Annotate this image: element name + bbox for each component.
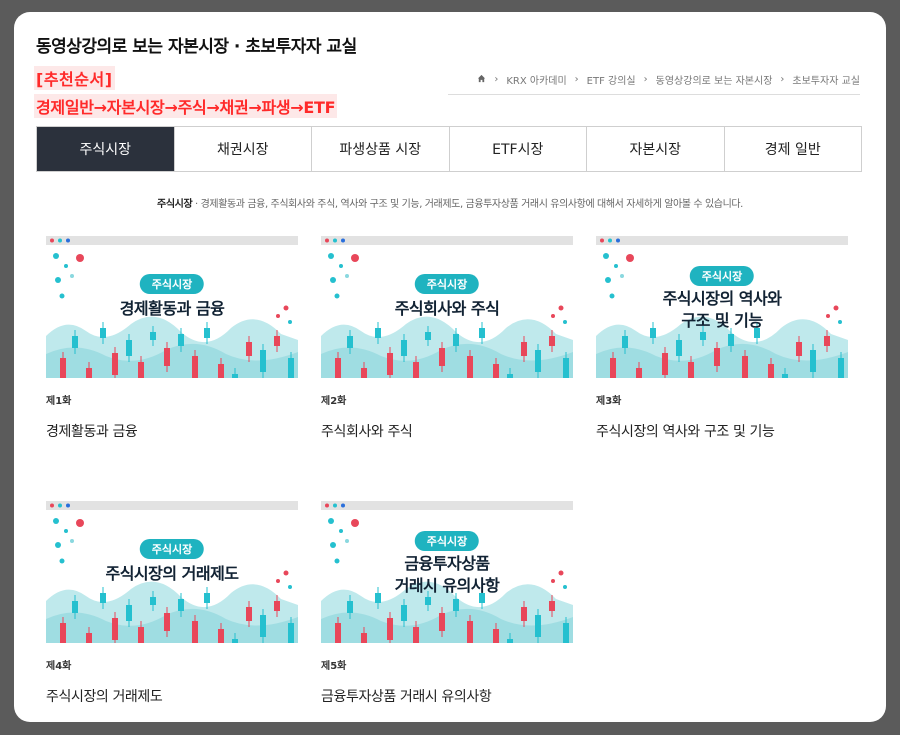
chevron-right-icon: › <box>494 74 499 85</box>
breadcrumb-item[interactable]: 동영상강의로 보는 자본시장 <box>655 76 773 87</box>
tab-capital-market[interactable]: 자본시장 <box>586 127 724 171</box>
thumbnail-title: 주식시장의 거래제도 <box>46 563 298 585</box>
thumbnail-title-line: 구조 및 기능 <box>681 311 763 330</box>
description-label: 주식시장 <box>157 199 193 210</box>
thumbnail-title: 경제활동과 금융 <box>46 298 298 320</box>
video-card[interactable]: 주식시장 주식시장의 역사와 구조 및 기능 제3화 주식시장의 역사와 구조 및 기능 <box>596 236 848 441</box>
video-title[interactable]: 주식회사와 주식 <box>321 424 413 440</box>
video-title[interactable]: 주식시장의 거래제도 <box>46 689 163 705</box>
video-card[interactable]: 주식시장 주식시장의 거래제도 제4화 주식시장의 거래제도 <box>46 501 298 706</box>
video-title[interactable]: 경제활동과 금융 <box>46 424 138 440</box>
thumbnail-title-line: 금융투자상품 <box>404 554 490 573</box>
tab-bond-market[interactable]: 채권시장 <box>173 127 312 171</box>
recommend-order: 경제일반→자본시장→주식→채권→파생→ETF <box>34 94 338 118</box>
breadcrumb: › KRX 아카데미 › ETF 강의실 › 동영상강의로 보는 자본시장 › … <box>477 72 860 87</box>
bullet-separator: · <box>195 199 201 210</box>
description-text: 경제활동과 금융, 주식회사와 주식, 역사와 구조 및 기능, 거래제도, 금… <box>200 199 744 210</box>
video-card[interactable]: 주식시장 금융투자상품 거래시 유의사항 제5화 금융투자상품 거래시 유의사항 <box>321 501 573 706</box>
thumbnail-title-line: 주식시장의 역사와 <box>662 289 782 308</box>
breadcrumb-item[interactable]: KRX 아카데미 <box>506 76 567 87</box>
episode-number: 제2화 <box>321 396 347 407</box>
page-title: 동영상강의로 보는 자본시장 · 초보투자자 교실 <box>36 37 357 57</box>
episode-number: 제3화 <box>596 396 622 407</box>
breadcrumb-item[interactable]: ETF 강의실 <box>586 76 636 87</box>
thumbnail-title-line: 주식시장의 거래제도 <box>105 564 239 583</box>
episode-number: 제1화 <box>46 396 72 407</box>
thumbnail-title-line: 거래시 유의사항 <box>394 576 500 595</box>
divider <box>448 94 860 95</box>
episode-number: 제5화 <box>321 661 347 672</box>
thumbnail-badge: 주식시장 <box>139 539 205 559</box>
video-title[interactable]: 주식시장의 역사와 구조 및 기능 <box>596 424 775 440</box>
thumbnail-title-line: 경제활동과 금융 <box>119 299 225 318</box>
breadcrumb-item-current[interactable]: 초보투자자 교실 <box>792 76 860 87</box>
home-icon[interactable] <box>477 74 486 86</box>
chevron-right-icon: › <box>643 74 648 85</box>
thumbnail-badge: 주식시장 <box>139 274 205 294</box>
video-title[interactable]: 금융투자상품 거래시 유의사항 <box>321 689 492 705</box>
thumbnail-title-line: 주식회사와 주식 <box>394 299 500 318</box>
tab-stock-market[interactable]: 주식시장 <box>37 127 174 171</box>
tab-general-economy[interactable]: 경제 일반 <box>723 127 862 171</box>
chevron-right-icon: › <box>780 74 785 85</box>
category-description: 주식시장 · 경제활동과 금융, 주식회사와 주식, 역사와 구조 및 기능, … <box>14 195 886 210</box>
episode-number: 제4화 <box>46 661 72 672</box>
video-card[interactable]: 주식시장 주식회사와 주식 제2화 주식회사와 주식 <box>321 236 573 441</box>
thumbnail-badge: 주식시장 <box>414 531 480 551</box>
tab-etf-market[interactable]: ETF시장 <box>448 127 587 171</box>
thumbnail-badge: 주식시장 <box>414 274 480 294</box>
tab-derivatives-market[interactable]: 파생상품 시장 <box>311 127 449 171</box>
thumbnail-title: 주식회사와 주식 <box>321 298 573 320</box>
chevron-right-icon: › <box>574 74 579 85</box>
video-card[interactable]: 주식시장 경제활동과 금융 제1화 경제활동과 금융 <box>46 236 298 441</box>
content-card: 동영상강의로 보는 자본시장 · 초보투자자 교실 [추천순서] 경제일반→자본… <box>14 12 886 722</box>
thumbnail-badge: 주식시장 <box>689 266 755 286</box>
category-tabs: 주식시장 채권시장 파생상품 시장 ETF시장 자본시장 경제 일반 <box>36 126 862 172</box>
recommend-title: [추천순서] <box>34 66 115 90</box>
